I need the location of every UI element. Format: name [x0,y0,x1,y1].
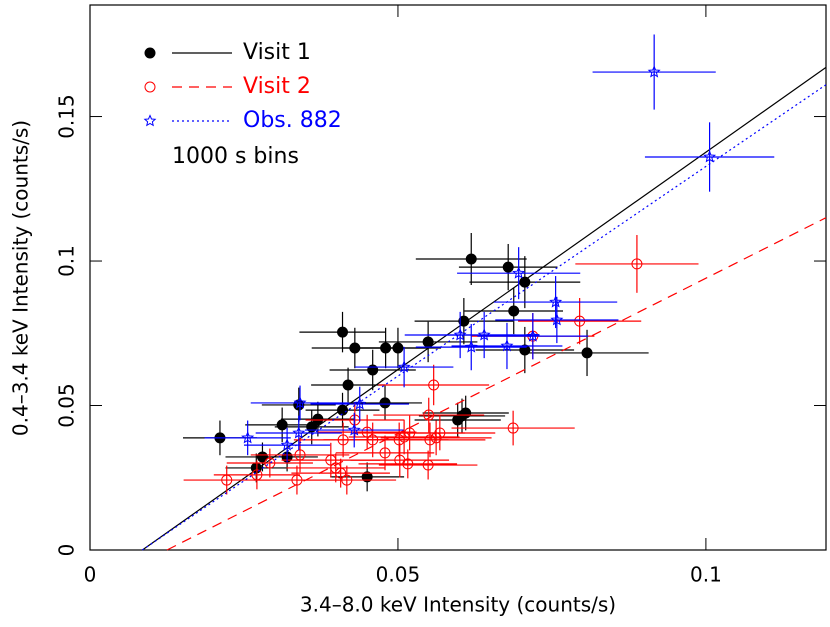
marker [428,379,440,391]
marker [379,447,391,459]
marker [264,457,276,469]
marker [367,364,379,376]
marker [526,329,540,342]
marker [306,421,318,433]
marker [347,423,361,436]
legend-label: Visit 1 [243,40,311,65]
marker [631,258,643,270]
marker [379,397,391,409]
y-tick-label: 0.15 [55,94,79,139]
marker [464,340,478,353]
marker [423,409,435,421]
marker [434,427,446,439]
marker [397,360,411,373]
marker [647,65,661,78]
marker [312,413,324,425]
x-axis-label: 3.4–8.0 keV Intensity (counts/s) [300,593,616,617]
marker [424,434,436,446]
fit-line [166,217,827,551]
marker [337,404,349,416]
marker [703,150,717,163]
marker [581,347,593,359]
legend-marker [144,47,156,59]
y-tick-label: 0.05 [55,383,79,428]
fit-line [142,66,827,551]
marker [293,396,307,409]
marker [574,315,586,327]
y-tick-label: 0 [55,544,79,557]
marker [500,339,514,352]
marker [280,438,294,451]
legend-marker [144,81,156,93]
legend-label: Obs. 882 [243,108,342,133]
marker [353,397,367,410]
marker [361,471,373,483]
marker [550,313,564,326]
marker [477,328,491,341]
marker [458,315,470,327]
legend-marker [143,114,157,127]
marker [402,458,414,470]
marker [422,459,434,471]
marker [341,474,353,486]
annotation: 1000 s bins [172,144,299,169]
legend-label: Visit 2 [243,74,311,99]
marker [549,295,563,308]
plot-frame [89,4,827,551]
marker [512,266,526,279]
x-tick-label: 0 [84,563,97,587]
marker [335,467,347,479]
x-tick-label: 0.05 [376,563,421,587]
marker [453,328,467,341]
marker [460,407,472,419]
marker [292,426,306,439]
marker [337,326,349,338]
marker [465,253,477,265]
marker [507,422,519,434]
marker [276,419,288,431]
x-tick-label: 0.1 [690,563,722,587]
y-axis-label: 0.4–3.4 keV Intensity (counts/s) [9,120,33,436]
marker [241,431,255,444]
marker [502,261,514,273]
marker [342,379,354,391]
y-tick-label: 0.1 [55,245,79,277]
marker [392,342,404,354]
marker [422,336,434,348]
marker [508,305,520,317]
marker [519,276,531,288]
